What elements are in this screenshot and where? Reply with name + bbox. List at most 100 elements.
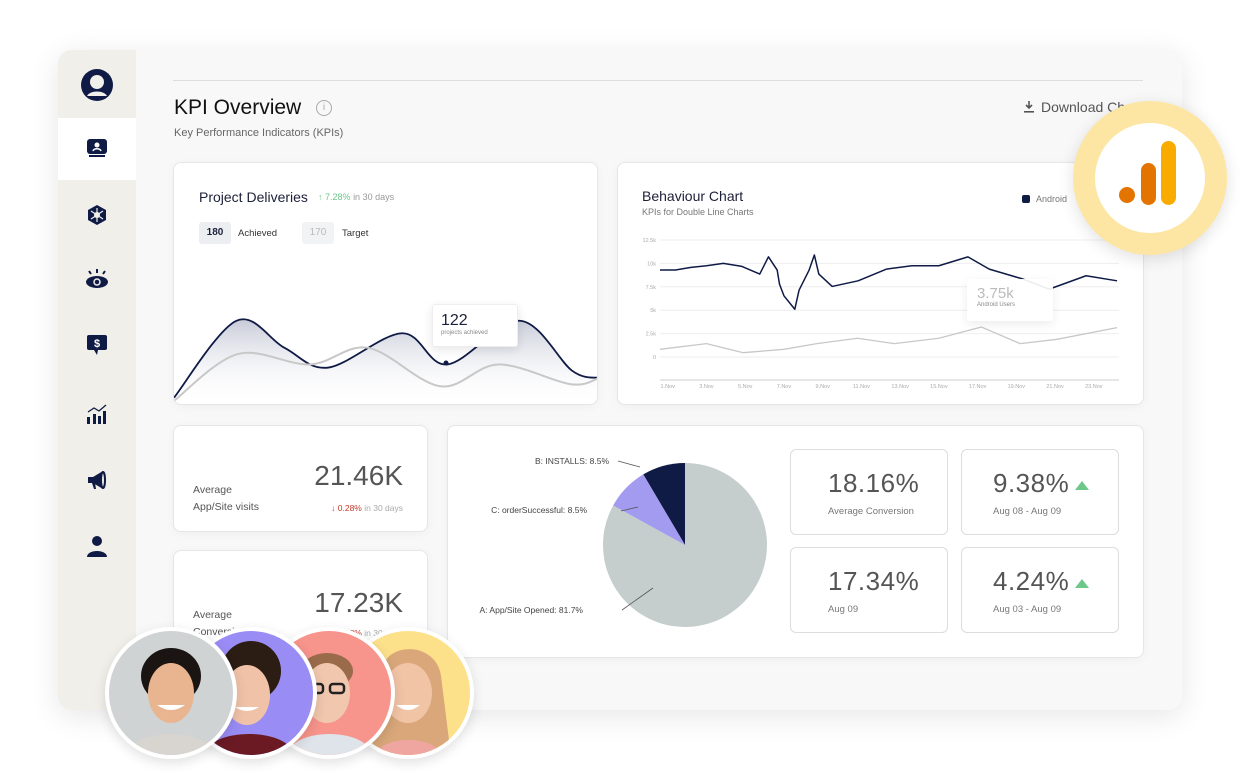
achieved-value[interactable]: 180 <box>199 222 231 244</box>
y-tick-label: 2.5k <box>646 332 657 338</box>
avg-visits-card: Average App/Site visits 21.46K ↓ 0.28% in… <box>173 425 428 532</box>
stat-value: 18.16% <box>828 468 919 499</box>
pie-leader-line <box>620 506 639 512</box>
stat-value: 4.24% <box>993 566 1090 597</box>
google-analytics-icon <box>1119 141 1176 205</box>
achieved-area <box>174 319 597 404</box>
card-title: Behaviour Chart <box>642 188 744 204</box>
sidebar-item-account[interactable] <box>87 535 107 562</box>
dollar-chat-icon: $ <box>87 335 107 355</box>
x-tick-label: 13.Nov <box>891 384 909 390</box>
behaviour-tooltip: 3.75k Android Users <box>967 279 1053 321</box>
avatar[interactable] <box>105 627 237 759</box>
stat-card: 18.16% Average Conversion <box>790 449 948 535</box>
conversions-value: 17.23K <box>314 587 403 618</box>
sidebar-item-profile[interactable] <box>80 68 114 107</box>
stat-value: 17.34% <box>828 566 919 597</box>
person-icon <box>87 536 107 557</box>
behaviour-line-chart: 0 2.5k 5k 7.5k 10k 12.5k 1.Nov 3.Nov 5.Nov 7.Nov 9… <box>643 238 1119 390</box>
trend-up-icon <box>1075 578 1090 588</box>
x-tick-label: 21.Nov <box>1046 384 1064 390</box>
target-value[interactable]: 170 <box>302 222 334 244</box>
network-icon <box>88 205 106 225</box>
sidebar-item-network[interactable] <box>86 204 108 231</box>
card-subtitle: KPIs for Double Line Charts <box>642 207 754 217</box>
android-line <box>660 254 1118 311</box>
download-icon <box>1024 101 1034 113</box>
target-label: Target <box>342 228 369 239</box>
pie-label-a: A: App/Site Opened: 81.7% <box>479 605 584 615</box>
x-tick-label: 15.Nov <box>930 384 948 390</box>
x-tick-label: 11.Nov <box>853 384 870 390</box>
target-line <box>174 346 597 402</box>
change-suffix: in 30 days <box>353 192 395 202</box>
stat-value-text: 17.34% <box>828 566 920 596</box>
pie-chart <box>603 460 767 627</box>
legend-swatch <box>1022 195 1030 203</box>
deliveries-tooltip: 122 projects achieved <box>432 304 518 347</box>
badge-icon <box>87 139 107 157</box>
pie-label-c: C: orderSuccessful: 8.5% <box>491 505 587 515</box>
achieved-label: Achieved <box>238 228 278 239</box>
user-circle-icon <box>81 69 113 101</box>
change-value: 0.28% <box>337 503 362 513</box>
x-tick-label: 1.Nov <box>661 384 676 390</box>
card-title: Project Deliveries <box>199 189 308 205</box>
achieved-line <box>174 318 597 399</box>
visits-value: 21.46K <box>314 460 403 491</box>
info-icon[interactable]: i <box>316 100 332 116</box>
change-indicator: ↑ 7.28% in 30 days <box>318 192 395 202</box>
sidebar-item-visibility[interactable] <box>85 268 109 295</box>
sidebar-item-revenue[interactable]: $ <box>86 334 108 361</box>
change-suffix: in 30 days <box>364 503 403 513</box>
page-subtitle: Key Performance Indicators (KPIs) <box>174 127 344 139</box>
pie-slice-c[interactable] <box>613 474 685 545</box>
card-label: Average App/Site visits <box>193 482 259 516</box>
x-tick-label: 7.Nov <box>777 384 792 390</box>
x-tick-label: 23.Nov <box>1085 384 1103 390</box>
pie-leader-line <box>621 587 654 611</box>
stat-value-text: 18.16% <box>828 468 920 498</box>
megaphone-icon <box>88 471 106 489</box>
label-line1: Average <box>193 484 232 496</box>
stat-label: Aug 08 - Aug 09 <box>993 506 1062 517</box>
stat-card: 9.38% Aug 08 - Aug 09 <box>961 449 1119 535</box>
trend-up-icon <box>1075 480 1090 490</box>
y-tick-label: 10k <box>647 261 656 267</box>
page-title: KPI Overview <box>174 96 302 119</box>
stat-label: Aug 09 <box>828 604 859 615</box>
stat-value-text: 4.24% <box>993 566 1070 596</box>
analytics-logo-badge <box>1073 101 1227 255</box>
x-tick-label: 3.Nov <box>699 384 714 390</box>
tooltip-value: 122 <box>441 312 468 329</box>
tooltip-value: 3.75k <box>977 285 1014 302</box>
tooltip-label: Android Users <box>977 302 1016 308</box>
behaviour-chart-card: Behaviour Chart KPIs for Double Line Cha… <box>617 162 1144 405</box>
sidebar-item-campaigns[interactable] <box>86 469 108 496</box>
eye-icon <box>86 269 108 288</box>
sidebar-item-overview[interactable] <box>86 138 108 163</box>
label-line2: App/Site visits <box>193 501 259 513</box>
y-tick-label: 7.5k <box>646 285 657 291</box>
visits-change: ↓ 0.28% in 30 days <box>331 503 403 513</box>
project-deliveries-card: Project Deliveries ↑ 7.28% in 30 days 18… <box>173 162 598 405</box>
legend-android[interactable]: Android <box>1022 194 1067 204</box>
stat-card: 4.24% Aug 03 - Aug 09 <box>961 547 1119 633</box>
change-value: 7.28% <box>325 192 351 202</box>
stat-card: 17.34% Aug 09 <box>790 547 948 633</box>
stat-label: Average Conversion <box>828 506 914 517</box>
x-tick-label: 5.Nov <box>738 384 753 390</box>
y-tick-label: 12.5k <box>643 238 657 244</box>
deliveries-chart <box>174 318 597 404</box>
stat-value: 9.38% <box>993 468 1090 499</box>
pie-slice-b[interactable] <box>643 463 685 545</box>
other-users-line <box>659 326 1118 354</box>
label-line1: Average <box>193 609 232 621</box>
x-tick-label: 17.Nov <box>969 384 987 390</box>
sidebar-item-analytics[interactable] <box>86 403 108 430</box>
header-divider <box>173 80 1143 81</box>
tooltip-label: projects achieved <box>441 330 488 336</box>
y-tick-label: 5k <box>650 308 656 314</box>
highlight-point[interactable] <box>443 360 449 366</box>
stat-label: Aug 03 - Aug 09 <box>993 604 1062 615</box>
